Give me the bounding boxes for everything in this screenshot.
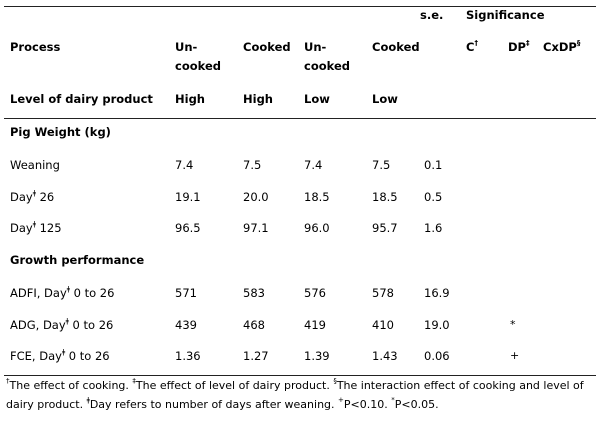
level-col-1: High bbox=[175, 92, 205, 106]
level-col-3: Low bbox=[304, 92, 330, 106]
process-col-4-line1: Cooked bbox=[372, 40, 420, 54]
cell-value: 18.5 bbox=[304, 190, 330, 204]
cell-value: 571 bbox=[175, 286, 197, 300]
cell-value: 1.43 bbox=[372, 349, 398, 363]
cell-value: 7.4 bbox=[304, 158, 323, 172]
header-rule bbox=[4, 118, 596, 119]
cell-value: 1.36 bbox=[175, 349, 201, 363]
cell-value: 97.1 bbox=[243, 221, 269, 235]
cell-se: 0.06 bbox=[424, 349, 450, 363]
section-title-pig-weight: Pig Weight (kg) bbox=[10, 125, 111, 139]
cell-se: 0.5 bbox=[424, 190, 443, 204]
cell-value: 419 bbox=[304, 318, 326, 332]
row-label: ADFI, Dayǂ 0 to 26 bbox=[10, 285, 115, 300]
cell-se: 16.9 bbox=[424, 286, 450, 300]
bottom-rule bbox=[4, 375, 596, 376]
level-col-2: High bbox=[243, 92, 273, 106]
cell-value: 1.27 bbox=[243, 349, 269, 363]
cell-value: 578 bbox=[372, 286, 394, 300]
top-rule bbox=[4, 6, 596, 7]
cell-sig-dp: * bbox=[510, 318, 516, 331]
cell-value: 95.7 bbox=[372, 221, 398, 235]
process-col-1-line1: Un- bbox=[175, 40, 198, 54]
significance-header: Significance bbox=[466, 8, 545, 22]
level-col-4: Low bbox=[372, 92, 398, 106]
row-label: Weaning bbox=[10, 158, 60, 172]
cell-value: 96.0 bbox=[304, 221, 330, 235]
process-label: Process bbox=[10, 40, 61, 54]
row-label: ADG, Dayǂ 0 to 26 bbox=[10, 317, 114, 332]
process-col-1-line2: cooked bbox=[175, 59, 221, 73]
process-col-3-line2: cooked bbox=[304, 59, 350, 73]
cell-value: 7.4 bbox=[175, 158, 194, 172]
row-label: FCE, Dayǂ 0 to 26 bbox=[10, 348, 110, 363]
cell-value: 439 bbox=[175, 318, 197, 332]
cell-value: 18.5 bbox=[372, 190, 398, 204]
process-col-3-line1: Un- bbox=[304, 40, 327, 54]
level-label: Level of dairy product bbox=[10, 92, 153, 106]
cell-value: 583 bbox=[243, 286, 265, 300]
sig-col-c: C† bbox=[466, 39, 478, 54]
row-label: Dayǂ 26 bbox=[10, 189, 55, 204]
cell-value: 468 bbox=[243, 318, 265, 332]
cell-value: 96.5 bbox=[175, 221, 201, 235]
section-title-growth-performance: Growth performance bbox=[10, 253, 145, 267]
cell-value: 410 bbox=[372, 318, 394, 332]
cell-value: 576 bbox=[304, 286, 326, 300]
cell-value: 1.39 bbox=[304, 349, 330, 363]
sig-col-dp: DP‡ bbox=[508, 39, 530, 54]
table-footnote: †The effect of cooking. ‡The effect of l… bbox=[6, 377, 584, 411]
cell-value: 7.5 bbox=[372, 158, 391, 172]
cell-value: 7.5 bbox=[243, 158, 262, 172]
cell-value: 19.1 bbox=[175, 190, 201, 204]
sig-col-cxdp: CxDP§ bbox=[543, 39, 581, 54]
cell-se: 1.6 bbox=[424, 221, 443, 235]
cell-se: 0.1 bbox=[424, 158, 443, 172]
se-header: s.e. bbox=[420, 8, 444, 22]
process-col-2-line1: Cooked bbox=[243, 40, 291, 54]
cell-sig-dp: + bbox=[510, 349, 520, 362]
cell-se: 19.0 bbox=[424, 318, 450, 332]
row-label: Dayǂ 125 bbox=[10, 220, 62, 235]
cell-value: 20.0 bbox=[243, 190, 269, 204]
